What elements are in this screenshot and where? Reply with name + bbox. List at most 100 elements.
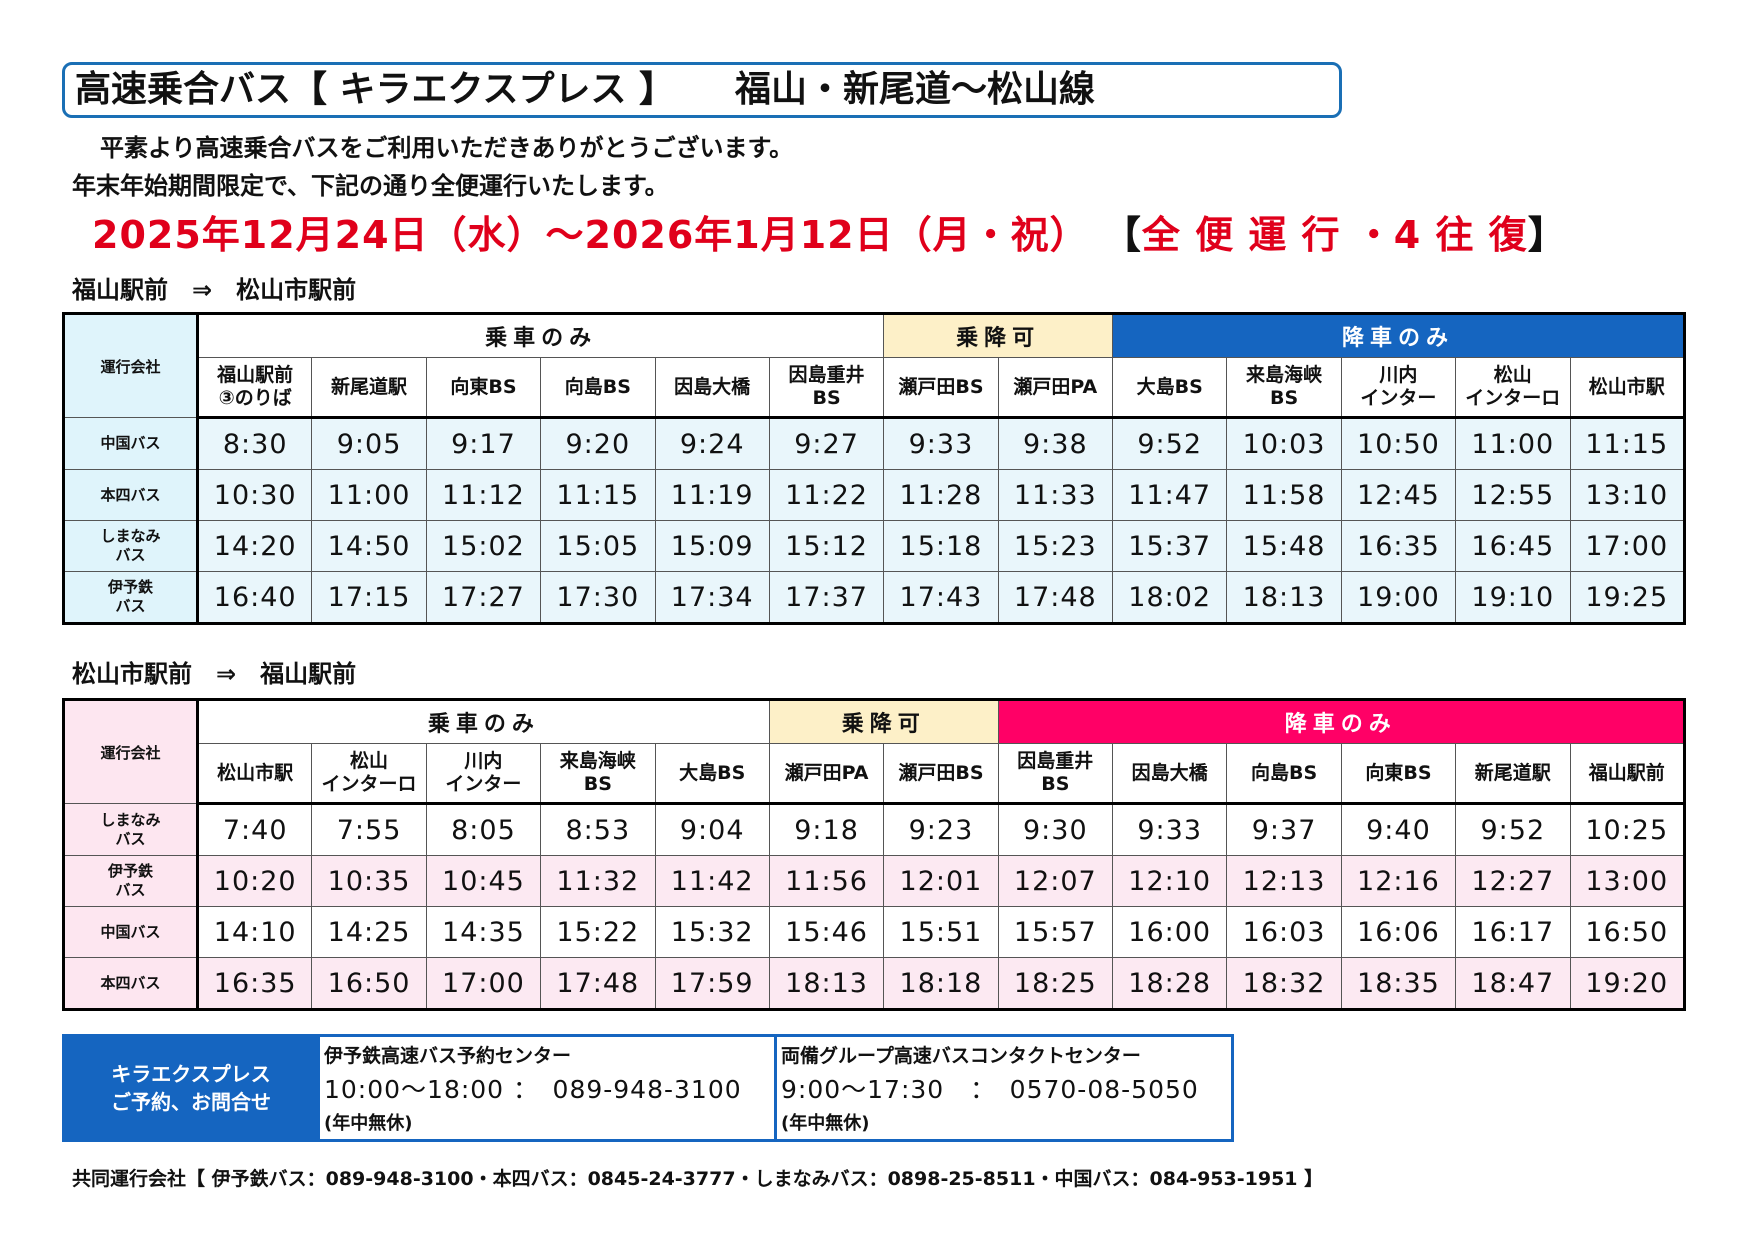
time-cell: 9:24 [654, 417, 770, 470]
company-cell: 中国バス [63, 417, 199, 470]
time-cell: 18:47 [1455, 957, 1571, 1010]
route-label-outbound: 福山駅前 ⇒ 松山市駅前 [72, 276, 357, 304]
contact-label-line-1: キラエクスプレス [111, 1062, 271, 1086]
time-cell: 9:05 [311, 417, 427, 470]
time-cell: 17:37 [768, 571, 885, 624]
time-cell: 9:52 [1111, 417, 1228, 470]
time-cell: 16:45 [1455, 520, 1571, 572]
contact-panel: キラエクスプレス ご予約、お問合せ 伊予鉄高速バス予約センター 10:00〜18… [62, 1034, 1234, 1142]
operators-footer: 共同運行会社【 伊予鉄バス：089-948-3100・本四バス：0845-24-… [72, 1168, 1324, 1190]
stop-header: 福山駅前 [1569, 743, 1685, 805]
time-cell: 16:35 [1340, 520, 1457, 572]
table-row: 本四バス 16:35 16:50 17:00 17:48 17:59 18:13 18:18 1… [63, 957, 1685, 1010]
time-cell: 18:28 [1111, 957, 1228, 1010]
time-cell: 11:22 [768, 469, 885, 521]
time-cell: 13:10 [1569, 469, 1685, 521]
time-cell: 11:00 [1455, 417, 1571, 470]
stop-header: 福山駅前 ③のりば [196, 357, 313, 419]
time-cell: 11:12 [425, 469, 542, 521]
table-row: 中国バス 14:10 14:25 14:35 15:22 15:32 15:46 15:51 1… [63, 906, 1685, 958]
stop-header: 瀬戸田BS [883, 357, 999, 419]
time-cell: 9:23 [883, 803, 999, 856]
time-cell: 17:00 [425, 957, 542, 1010]
time-cell: 16:17 [1455, 906, 1571, 958]
center-hours-phone: 9:00〜17:30 ： 0570-08-5050 [781, 1075, 1199, 1104]
time-cell: 17:15 [311, 571, 427, 624]
time-cell: 19:20 [1569, 957, 1685, 1010]
time-cell: 16:06 [1340, 906, 1457, 958]
time-cell: 11:42 [654, 855, 770, 907]
company-cell: 本四バス [63, 957, 199, 1010]
stop-header: 向東BS [1340, 743, 1457, 805]
time-cell: 15:09 [654, 520, 770, 572]
time-cell: 17:59 [654, 957, 770, 1010]
table-row: 中国バス 8:30 9:05 9:17 9:20 9:24 9:27 9:33 9:38 9:52… [63, 417, 1685, 470]
time-cell: 8:05 [425, 803, 542, 856]
time-cell: 11:15 [1569, 417, 1685, 470]
time-cell: 19:25 [1569, 571, 1685, 624]
stop-header: 大島BS [654, 743, 770, 805]
stop-header: 川内 インター [425, 743, 542, 805]
title-box: 高速乗合バス【 キラエクスプレス 】 福山・新尾道〜松山線 [62, 62, 1342, 118]
stop-header: 松山市駅 [196, 743, 313, 805]
stop-header: 川内 インター [1340, 357, 1457, 419]
time-cell: 9:27 [768, 417, 885, 470]
time-cell: 16:35 [196, 957, 313, 1010]
time-cell: 9:30 [997, 803, 1114, 856]
time-cell: 12:07 [997, 855, 1114, 907]
stop-header: 新尾道駅 [311, 357, 427, 419]
time-cell: 16:40 [196, 571, 313, 624]
time-cell: 8:53 [540, 803, 656, 856]
company-cell: 中国バス [63, 906, 199, 958]
stop-header: 向東BS [425, 357, 542, 419]
stop-header: 瀬戸田BS [883, 743, 999, 805]
time-cell: 17:34 [654, 571, 770, 624]
time-cell: 17:43 [883, 571, 999, 624]
table-row: しまなみ バス 7:40 7:55 8:05 8:53 9:04 9:18 9:23 9:30 9… [63, 803, 1685, 856]
contact-center-ryobi: 両備グループ高速バスコンタクトセンター 9:00〜17:30 ： 0570-08… [774, 1037, 1231, 1139]
time-cell: 7:40 [196, 803, 313, 856]
time-cell: 17:48 [997, 571, 1114, 624]
stop-header: 松山市駅 [1569, 357, 1685, 419]
timetable-outbound: 運行会社 乗車のみ 乗降可 降車のみ 福山駅前 ③のりば 新尾道駅 向東BS 向島BS… [62, 312, 1686, 625]
time-cell: 10:50 [1340, 417, 1457, 470]
contact-label-line-2: ご予約、お問合せ [111, 1090, 271, 1114]
time-cell: 17:48 [540, 957, 656, 1010]
time-cell: 15:05 [540, 520, 656, 572]
company-cell: 伊予鉄 バス [63, 571, 199, 624]
stop-header: 向島BS [1226, 743, 1342, 805]
route-label-inbound: 松山市駅前 ⇒ 福山駅前 [72, 660, 357, 688]
time-cell: 11:00 [311, 469, 427, 521]
time-cell: 11:58 [1226, 469, 1342, 521]
center-name: 伊予鉄高速バス予約センター [324, 1045, 572, 1067]
time-cell: 15:46 [768, 906, 885, 958]
time-cell: 15:57 [997, 906, 1114, 958]
time-cell: 9:20 [540, 417, 656, 470]
time-cell: 11:47 [1111, 469, 1228, 521]
time-cell: 18:25 [997, 957, 1114, 1010]
time-cell: 12:16 [1340, 855, 1457, 907]
time-cell: 19:00 [1340, 571, 1457, 624]
time-cell: 16:03 [1226, 906, 1342, 958]
time-cell: 10:20 [196, 855, 313, 907]
contact-center-iyotetsu: 伊予鉄高速バス予約センター 10:00〜18:00 ： 089-948-3100… [317, 1037, 774, 1139]
time-cell: 9:17 [425, 417, 542, 470]
time-cell: 9:38 [997, 417, 1114, 470]
stop-header: 因島重井 BS [768, 357, 885, 419]
stop-header: 因島大橋 [1111, 743, 1228, 805]
time-cell: 14:25 [311, 906, 427, 958]
route-title: 福山・新尾道〜松山線 [735, 69, 1096, 110]
center-note: (年中無休) [324, 1113, 413, 1134]
time-cell: 12:55 [1455, 469, 1571, 521]
timetable-inbound: 運行会社 乗車のみ 乗降可 降車のみ 松山市駅 松山 インターロ 川内 インター 来島… [62, 698, 1686, 1011]
period-bracket-open: 【 [1102, 213, 1142, 257]
time-cell: 9:33 [883, 417, 999, 470]
time-cell: 15:02 [425, 520, 542, 572]
company-header: 運行会社 [63, 699, 199, 804]
company-cell: 本四バス [63, 469, 199, 521]
period-service: 全 便 運 行 ・4 往 復 [1141, 213, 1528, 257]
stop-header: 松山 インターロ [1455, 357, 1571, 419]
time-cell: 15:37 [1111, 520, 1228, 572]
stop-header: 来島海峡 BS [1226, 357, 1342, 419]
time-cell: 15:23 [997, 520, 1114, 572]
